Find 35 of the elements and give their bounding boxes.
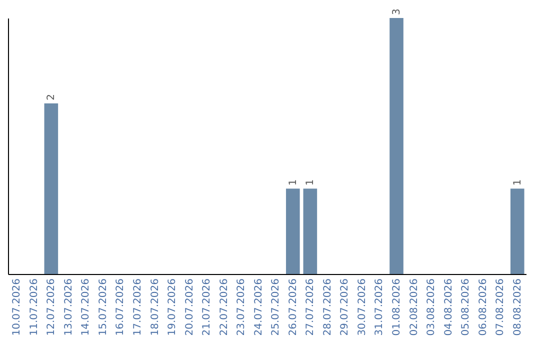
data-label: 3 xyxy=(392,8,402,15)
x-tick-label: 25.07.2026 xyxy=(270,278,282,336)
data-label: 2 xyxy=(46,94,58,100)
x-tick-label: 14.07.2026 xyxy=(80,278,92,336)
x-tick-label: 20.07.2026 xyxy=(184,278,196,336)
data-label: 1 xyxy=(305,179,316,186)
x-tick-label: 11.07.2026 xyxy=(28,278,40,336)
x-tick-label: 24.07.2026 xyxy=(253,278,264,336)
x-tick-label: 27.07.2026 xyxy=(305,278,316,336)
x-tick-label: 12.07.2026 xyxy=(46,278,58,336)
data-label: 1 xyxy=(288,179,299,186)
x-tick-label: 05.08.2026 xyxy=(460,278,472,336)
x-tick-label: 15.07.2026 xyxy=(98,278,109,336)
x-tick-label: 07.08.2026 xyxy=(495,278,506,336)
x-tick-label: 29.07.2026 xyxy=(340,278,351,336)
x-tick-label: 23.07.2026 xyxy=(236,278,248,336)
x-tick-label: 06.08.2026 xyxy=(478,278,489,336)
x-tick-label: 17.07.2026 xyxy=(132,278,144,336)
x-tick-label: 21.07.2026 xyxy=(202,278,213,336)
x-tick-label: 08.08.2026 xyxy=(512,278,524,336)
x-tick-label: 22.07.2026 xyxy=(218,278,230,336)
x-tick-label: 31.07.2026 xyxy=(374,278,386,336)
x-tick-label: 04.08.2026 xyxy=(443,278,454,336)
x-tick-label: 01.08.2026 xyxy=(392,278,402,336)
x-tick-label: 19.07.2026 xyxy=(167,278,178,336)
x-tick-label: 02.08.2026 xyxy=(408,278,420,336)
x-tick-label: 03.08.2026 xyxy=(426,278,438,336)
x-tick-label: 16.07.2026 xyxy=(115,278,126,336)
data-label: 1 xyxy=(512,179,524,186)
x-tick-label: 30.07.2026 xyxy=(356,278,368,336)
x-tick-label: 28.07.2026 xyxy=(322,278,334,336)
x-tick-label: 13.07.2026 xyxy=(63,278,74,336)
x-tick-label: 10.07.2026 xyxy=(12,278,23,336)
x-tick-label: 26.07.2026 xyxy=(288,278,299,336)
x-tick-label: 18.07.2026 xyxy=(150,278,161,336)
